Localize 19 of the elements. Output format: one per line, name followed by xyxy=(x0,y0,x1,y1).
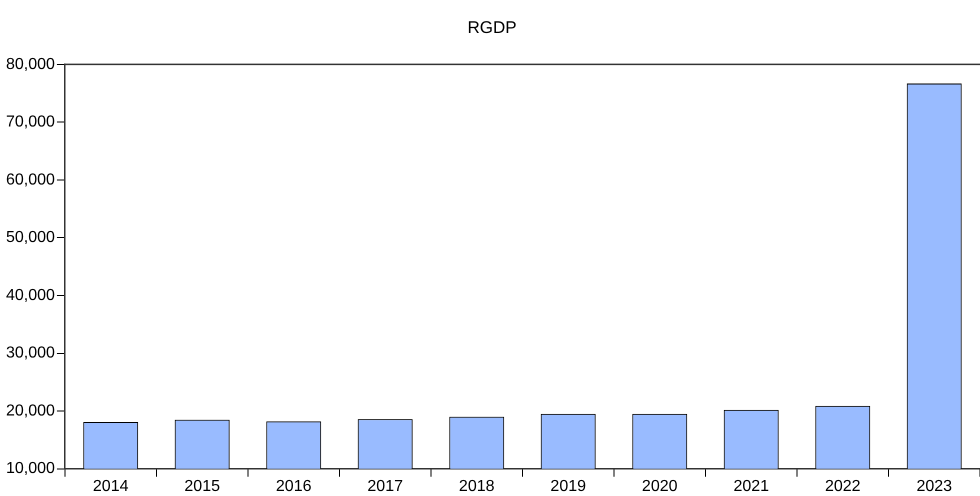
x-tick-label: 2015 xyxy=(184,478,220,495)
y-tick-label: 30,000 xyxy=(6,344,56,362)
y-tick-label: 50,000 xyxy=(6,229,56,246)
x-tick-label: 2016 xyxy=(276,478,312,495)
x-tick-label: 2022 xyxy=(824,478,861,495)
y-tick-label: 20,000 xyxy=(6,402,56,420)
x-tick-label: 2023 xyxy=(916,478,952,495)
x-tick-label: 2019 xyxy=(550,478,586,495)
y-tick-label: 10,000 xyxy=(6,460,56,478)
x-tick-label: 2018 xyxy=(458,478,495,495)
chart-title: RGDP xyxy=(467,18,517,37)
x-tick-label: 2014 xyxy=(92,478,129,495)
x-tick-label: 2021 xyxy=(733,478,770,495)
x-tick-label: 2017 xyxy=(367,478,404,495)
x-tick-label: 2020 xyxy=(642,478,678,495)
y-tick-label: 60,000 xyxy=(6,171,56,188)
y-tick-label: 80,000 xyxy=(6,56,56,73)
y-tick-label: 70,000 xyxy=(6,114,56,131)
y-tick-label: 40,000 xyxy=(6,286,56,304)
